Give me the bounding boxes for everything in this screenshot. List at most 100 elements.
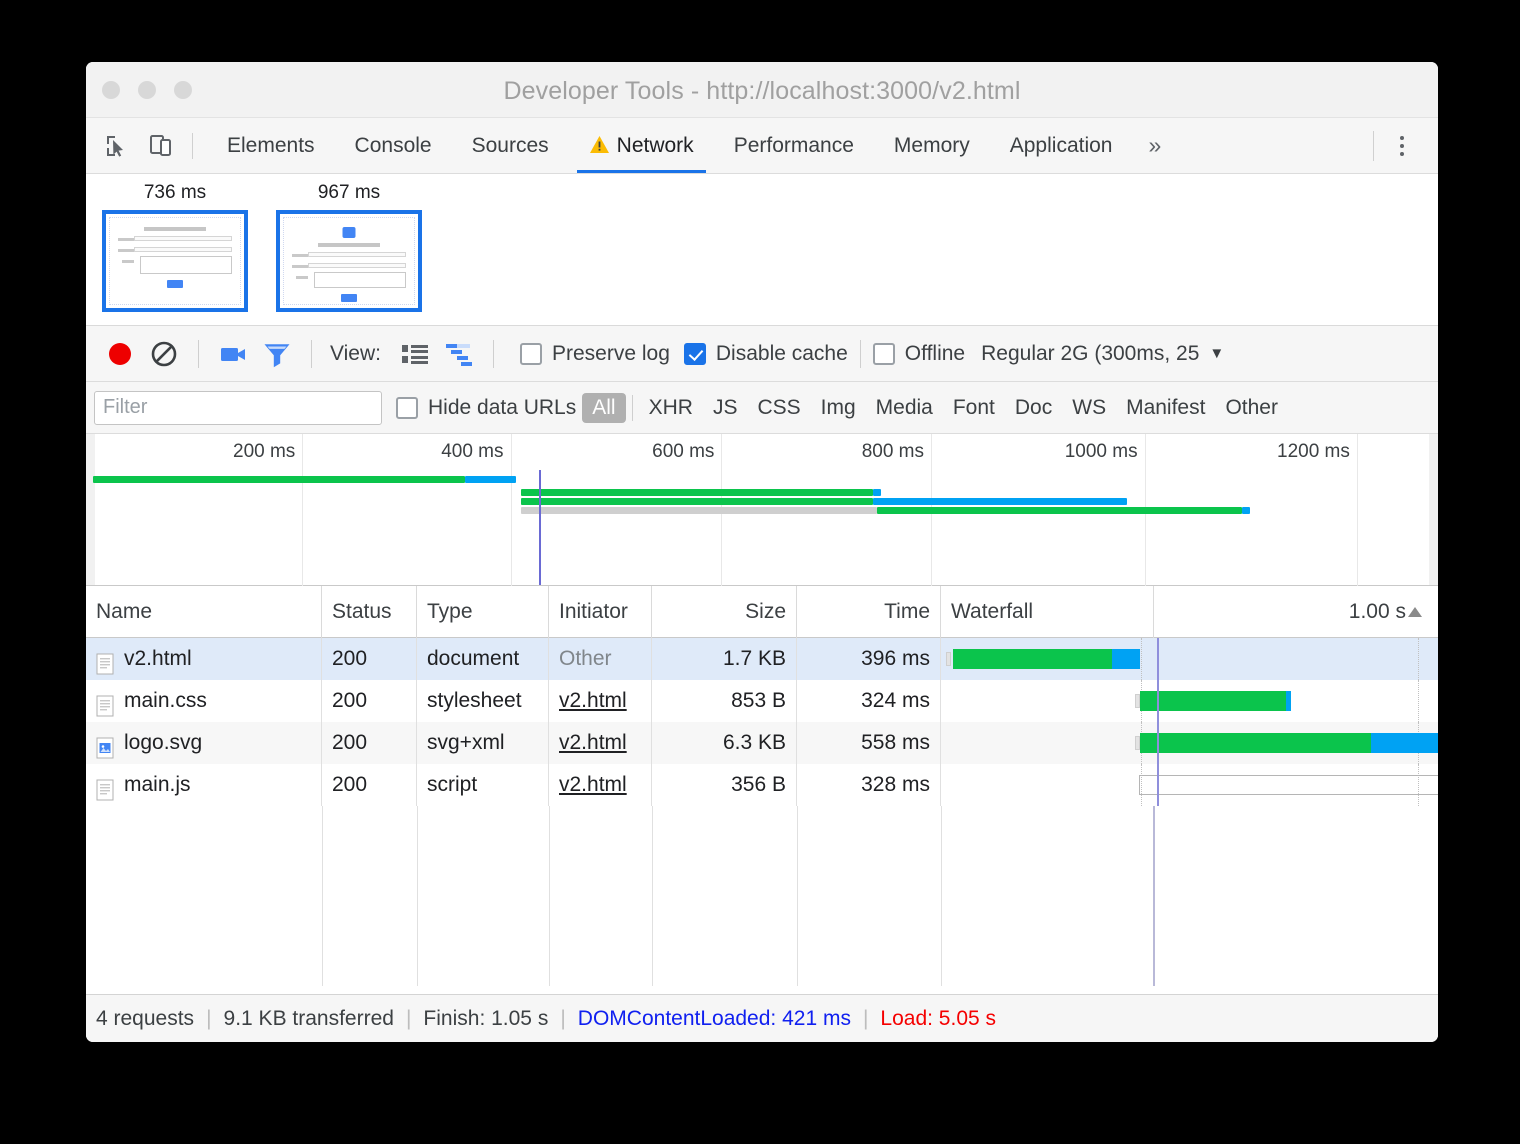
filter-chip-ws[interactable]: WS: [1072, 395, 1107, 419]
offline-box[interactable]: [872, 342, 895, 365]
tab-elements[interactable]: Elements: [207, 118, 335, 173]
more-tabs-button[interactable]: »: [1148, 132, 1162, 158]
filter-chip-img[interactable]: Img: [820, 395, 856, 419]
cell-name[interactable]: v2.html: [86, 638, 322, 680]
preserve-log-box[interactable]: [519, 342, 542, 365]
status-load: Load: 5.05 s: [880, 1006, 997, 1030]
tab-bar-right-divider: [1373, 130, 1374, 161]
filter-chip-css[interactable]: CSS: [757, 395, 801, 419]
cell-initiator[interactable]: v2.html: [549, 680, 652, 722]
cell-waterfall: [941, 764, 1438, 806]
tab-network-label: Network: [616, 134, 694, 157]
filter-chip-js[interactable]: JS: [712, 395, 738, 419]
column-header-waterfall[interactable]: Waterfall 1.00 s: [941, 585, 1438, 638]
tab-sources[interactable]: Sources: [452, 118, 569, 173]
column-header-name[interactable]: Name: [86, 585, 322, 638]
cell-initiator-link[interactable]: v2.html: [559, 731, 627, 754]
cell-status: 200: [322, 680, 417, 722]
filter-chip-manifest[interactable]: Manifest: [1126, 395, 1206, 419]
table-empty-area: [86, 806, 1438, 986]
list-view-icon[interactable]: [393, 332, 437, 376]
throttling-value: Regular 2G (300ms, 25: [981, 341, 1200, 365]
filter-chip-doc[interactable]: Doc: [1014, 395, 1053, 419]
document-file-icon: [96, 774, 114, 801]
waterfall-blue-bar: [1286, 691, 1292, 711]
resource-type-filters: All XHR JS CSS Img Media Font Doc WS Man…: [582, 392, 1288, 423]
table-row[interactable]: main.js 200 script v2.html 356 B 328 ms: [86, 764, 1438, 806]
column-header-size[interactable]: Size: [652, 585, 797, 638]
tab-memory[interactable]: Memory: [874, 118, 990, 173]
column-header-status[interactable]: Status: [322, 585, 417, 638]
cursor-select-icon[interactable]: [104, 133, 130, 159]
filter-chip-media[interactable]: Media: [875, 395, 933, 419]
cell-name[interactable]: main.js: [86, 764, 322, 806]
filmstrip-thumbnail[interactable]: [102, 210, 248, 312]
disable-cache-box[interactable]: [683, 342, 706, 365]
overview-left-handle[interactable]: [86, 434, 95, 585]
overview-tick-label: 400 ms: [441, 441, 504, 462]
tab-performance-label: Performance: [733, 134, 854, 157]
tab-application[interactable]: Application: [990, 118, 1133, 173]
cell-initiator[interactable]: v2.html: [549, 722, 652, 764]
cell-status: 200: [322, 638, 417, 680]
filter-funnel-icon[interactable]: [255, 332, 299, 376]
column-header-time[interactable]: Time: [797, 585, 941, 638]
waterfall-view-icon[interactable]: [437, 332, 481, 376]
cell-size: 853 B: [652, 680, 797, 722]
hide-data-urls-box[interactable]: [396, 396, 418, 419]
network-overview[interactable]: 200 ms 400 ms 600 ms 800 ms 1000 ms 1200…: [86, 434, 1438, 586]
device-toolbar-icon[interactable]: [148, 133, 174, 159]
tab-network[interactable]: Network: [569, 118, 714, 173]
view-label: View:: [330, 341, 381, 365]
column-header-initiator[interactable]: Initiator: [549, 585, 652, 638]
table-row[interactable]: main.css 200 stylesheet v2.html 853 B 32…: [86, 680, 1438, 722]
filmstrip-frame[interactable]: 736 ms: [100, 182, 250, 312]
filmstrip-thumbnail[interactable]: [276, 210, 422, 312]
filter-chip-font[interactable]: Font: [952, 395, 995, 419]
table-row[interactable]: logo.svg 200 svg+xml v2.html 6.3 KB 558 …: [86, 722, 1438, 764]
close-window-button[interactable]: [102, 81, 120, 99]
filter-input[interactable]: [94, 390, 382, 425]
overview-tick-label: 200 ms: [233, 441, 296, 462]
filmstrip-frame[interactable]: 967 ms: [274, 182, 424, 312]
overview-bar-green: [521, 498, 873, 505]
sort-ascending-icon[interactable]: [1408, 606, 1422, 617]
preserve-log-checkbox[interactable]: Preserve log: [519, 341, 670, 366]
window-controls[interactable]: [102, 81, 192, 99]
offline-checkbox[interactable]: Offline: [872, 342, 965, 366]
cell-initiator[interactable]: v2.html: [549, 764, 652, 806]
disable-cache-checkbox[interactable]: Disable cache: [683, 342, 848, 366]
tab-performance[interactable]: Performance: [714, 118, 874, 173]
cell-name[interactable]: logo.svg: [86, 722, 322, 764]
filter-chip-other[interactable]: Other: [1225, 395, 1278, 419]
clear-icon[interactable]: [142, 332, 186, 376]
filter-chip-all[interactable]: All: [582, 392, 626, 423]
overview-bar-queue: [521, 507, 877, 514]
filter-chip-xhr[interactable]: XHR: [648, 395, 693, 419]
cell-initiator-link[interactable]: v2.html: [559, 773, 627, 796]
tab-sources-label: Sources: [471, 134, 549, 157]
status-separator: |: [862, 1006, 869, 1030]
cell-waterfall: [941, 722, 1438, 764]
record-icon[interactable]: [98, 332, 142, 376]
filmstrip-camera-icon[interactable]: [211, 332, 255, 376]
cell-initiator-link[interactable]: v2.html: [559, 689, 627, 712]
table-row[interactable]: v2.html 200 document Other 1.7 KB 396 ms: [86, 638, 1438, 680]
overview-bar-green: [92, 476, 465, 483]
preserve-log-label: Preserve log: [551, 341, 670, 365]
overview-bar-blue: [872, 489, 881, 496]
overview-right-handle[interactable]: [1429, 434, 1438, 585]
toolbar-divider: [492, 339, 494, 368]
hide-data-urls-checkbox[interactable]: Hide data URLs: [396, 396, 576, 420]
chevron-down-icon[interactable]: ▼: [1209, 345, 1225, 362]
zoom-window-button[interactable]: [174, 81, 192, 99]
waterfall-track: [941, 764, 1438, 806]
kebab-menu-icon[interactable]: [1380, 124, 1424, 168]
status-separator: |: [405, 1006, 412, 1030]
throttling-select[interactable]: Regular 2G (300ms, 25 ▼: [981, 342, 1224, 366]
column-header-type[interactable]: Type: [417, 585, 549, 638]
minimize-window-button[interactable]: [138, 81, 156, 99]
page-preview: [109, 217, 241, 305]
cell-name[interactable]: main.css: [86, 680, 322, 722]
tab-console[interactable]: Console: [335, 118, 452, 173]
